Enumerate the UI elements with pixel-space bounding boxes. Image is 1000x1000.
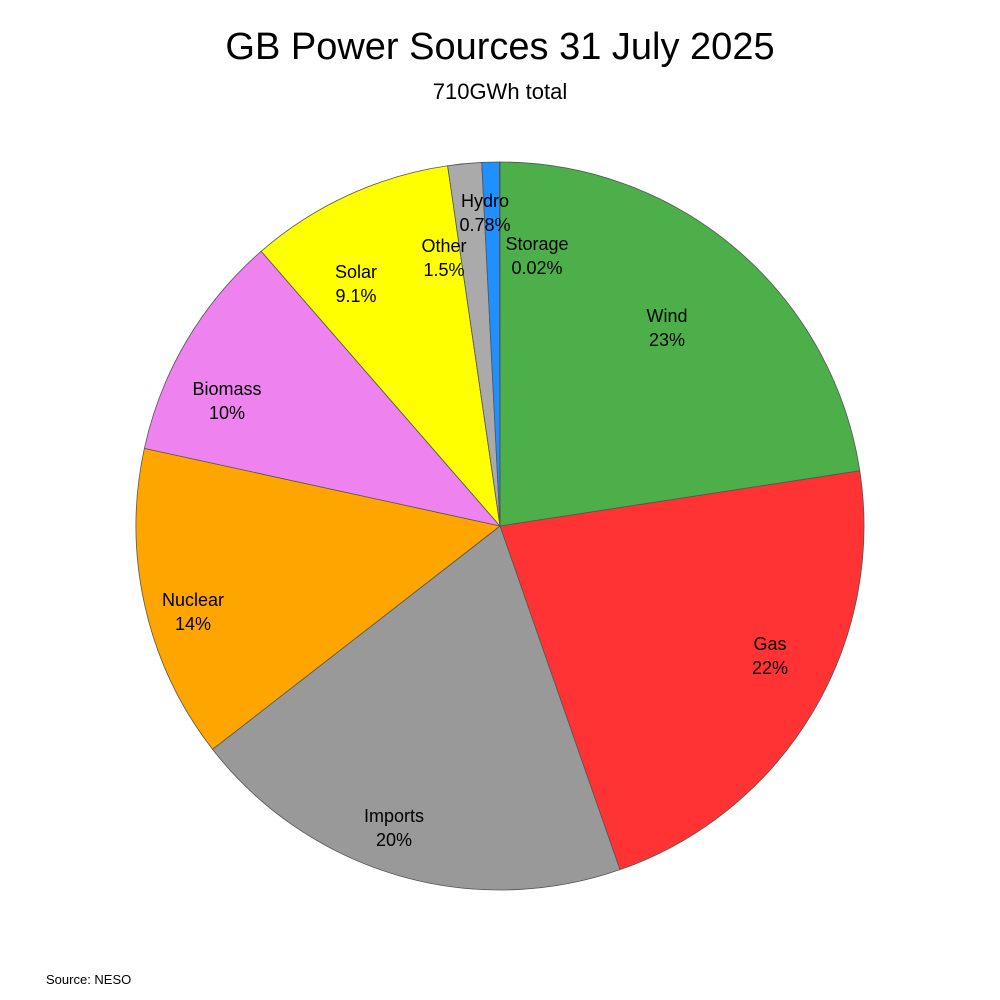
slice-label-solar: Solar [335, 262, 377, 282]
slice-label-gas: Gas [753, 634, 786, 654]
slice-percent-storage: 0.02% [511, 258, 562, 278]
slice-label-storage: Storage [505, 234, 568, 254]
pie-slice-nuclear [135, 447, 501, 750]
slice-percent-biomass: 10% [209, 403, 245, 423]
chart-subtitle: 710GWh total [432, 79, 568, 104]
slice-label-other: Other [421, 236, 466, 256]
pie-slice-wind [499, 161, 861, 527]
pie-slice-gas [499, 470, 865, 871]
source-note: Source: NESO [46, 972, 132, 987]
slice-percent-wind: 23% [649, 330, 685, 350]
slice-percent-nuclear: 14% [175, 614, 211, 634]
slice-label-hydro: Hydro [461, 191, 509, 211]
slice-percent-other: 1.5% [423, 260, 464, 280]
pie-slice-solar [260, 165, 501, 528]
slice-percent-solar: 9.1% [335, 286, 376, 306]
pie-slice-imports [212, 525, 621, 891]
pie-labels: Wind 23% Gas 22% Imports 20% Nuclear 14% Biomass… [162, 191, 788, 850]
slice-percent-hydro: 0.78% [459, 215, 510, 235]
slice-label-nuclear: Nuclear [162, 590, 224, 610]
slice-label-imports: Imports [364, 806, 424, 826]
slice-percent-gas: 22% [752, 658, 788, 678]
slice-label-wind: Wind [646, 306, 687, 326]
pie-slices [135, 161, 865, 891]
pie-slice-biomass [143, 250, 502, 527]
slice-percent-imports: 20% [376, 830, 412, 850]
chart-title: GB Power Sources 31 July 2025 [225, 26, 775, 68]
slice-label-biomass: Biomass [192, 379, 261, 399]
